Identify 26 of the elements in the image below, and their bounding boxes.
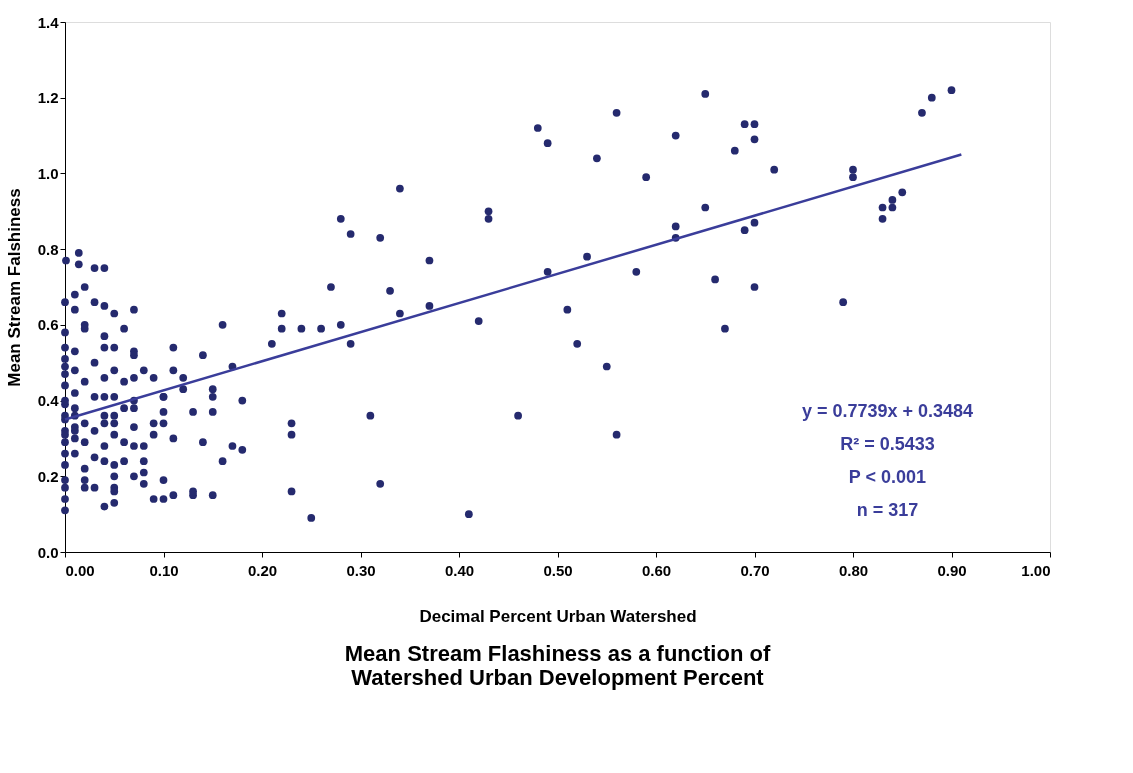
x-tick-label: 0.30	[346, 561, 376, 579]
x-tick-label: 0.50	[543, 561, 573, 579]
x-tick-label: 1.00	[1021, 561, 1051, 579]
annotation: y = 0.7739x + 0.3484	[801, 400, 974, 421]
x-tick-label: 0.80	[838, 561, 869, 579]
y-tick-label: 1.4	[37, 13, 60, 31]
y-tick-label: 1.0	[37, 164, 59, 182]
y-tick-label: 0.2	[37, 467, 59, 485]
annotation: n = 317	[856, 499, 919, 520]
x-tick-label: 0.20	[247, 561, 278, 579]
y-tick-label: 0.4	[37, 392, 60, 410]
x-tick-label: 0.40	[444, 561, 475, 579]
x-tick-label: 0.60	[641, 561, 672, 579]
y-tick-label: 0.0	[37, 543, 59, 561]
y-axis-title: Mean Stream Falshiness	[4, 188, 24, 387]
annotation: R² = 0.5433	[840, 433, 935, 454]
text: Mean Stream Flashiness as a function of Watershed Urban Development Percent	[344, 641, 771, 690]
x-tick-label: 0.10	[149, 561, 179, 579]
y-tick-label: 0.8	[37, 240, 59, 258]
x-tick-label: 0.70	[740, 561, 770, 579]
x-axis-title: Decimal Percent Urban Watershed	[419, 606, 697, 626]
annotation: P < 0.001	[848, 466, 927, 487]
x-tick-label: 0.00	[65, 561, 95, 579]
y-tick-label: 1.2	[37, 89, 59, 107]
x-tick-label: 0.90	[937, 561, 967, 579]
y-tick-label: 0.6	[37, 316, 59, 334]
